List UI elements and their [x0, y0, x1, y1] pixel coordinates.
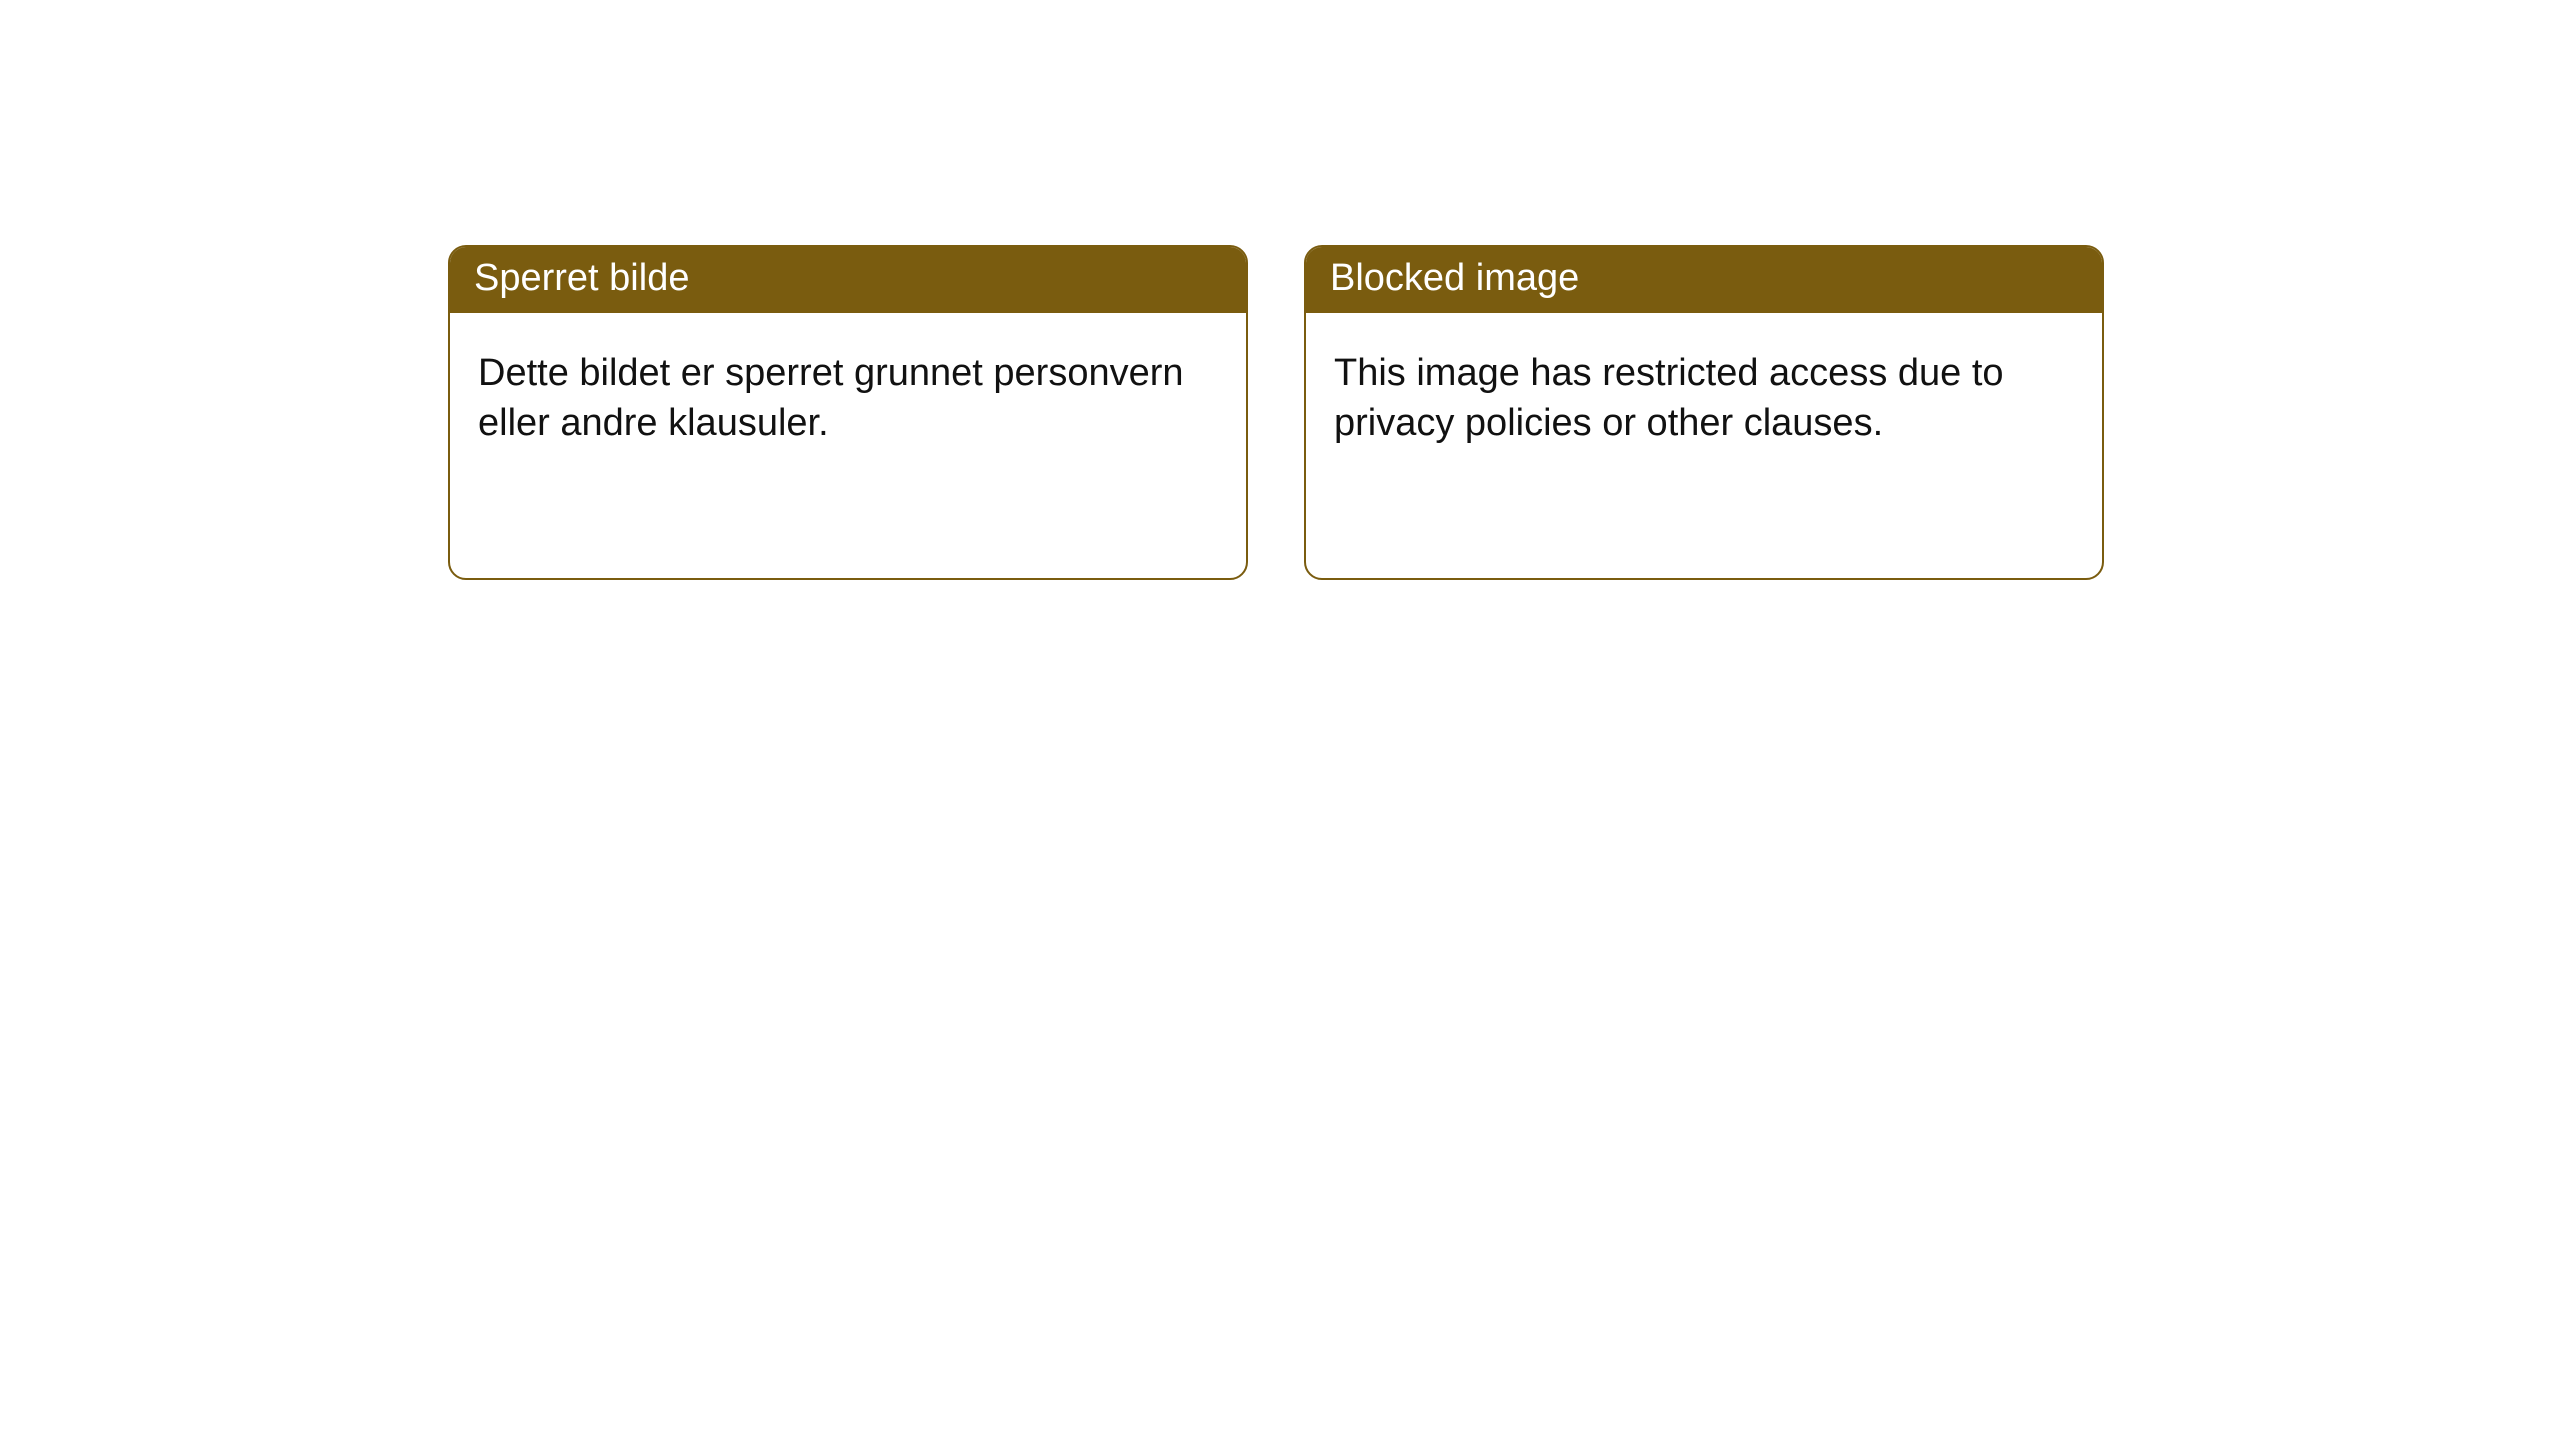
notice-header-no: Sperret bilde: [450, 247, 1246, 313]
notice-card-en: Blocked image This image has restricted …: [1304, 245, 2104, 580]
notice-body-no: Dette bildet er sperret grunnet personve…: [450, 313, 1246, 483]
notice-card-no: Sperret bilde Dette bildet er sperret gr…: [448, 245, 1248, 580]
notice-header-en: Blocked image: [1306, 247, 2102, 313]
notice-body-en: This image has restricted access due to …: [1306, 313, 2102, 483]
notice-container: Sperret bilde Dette bildet er sperret gr…: [0, 0, 2560, 580]
